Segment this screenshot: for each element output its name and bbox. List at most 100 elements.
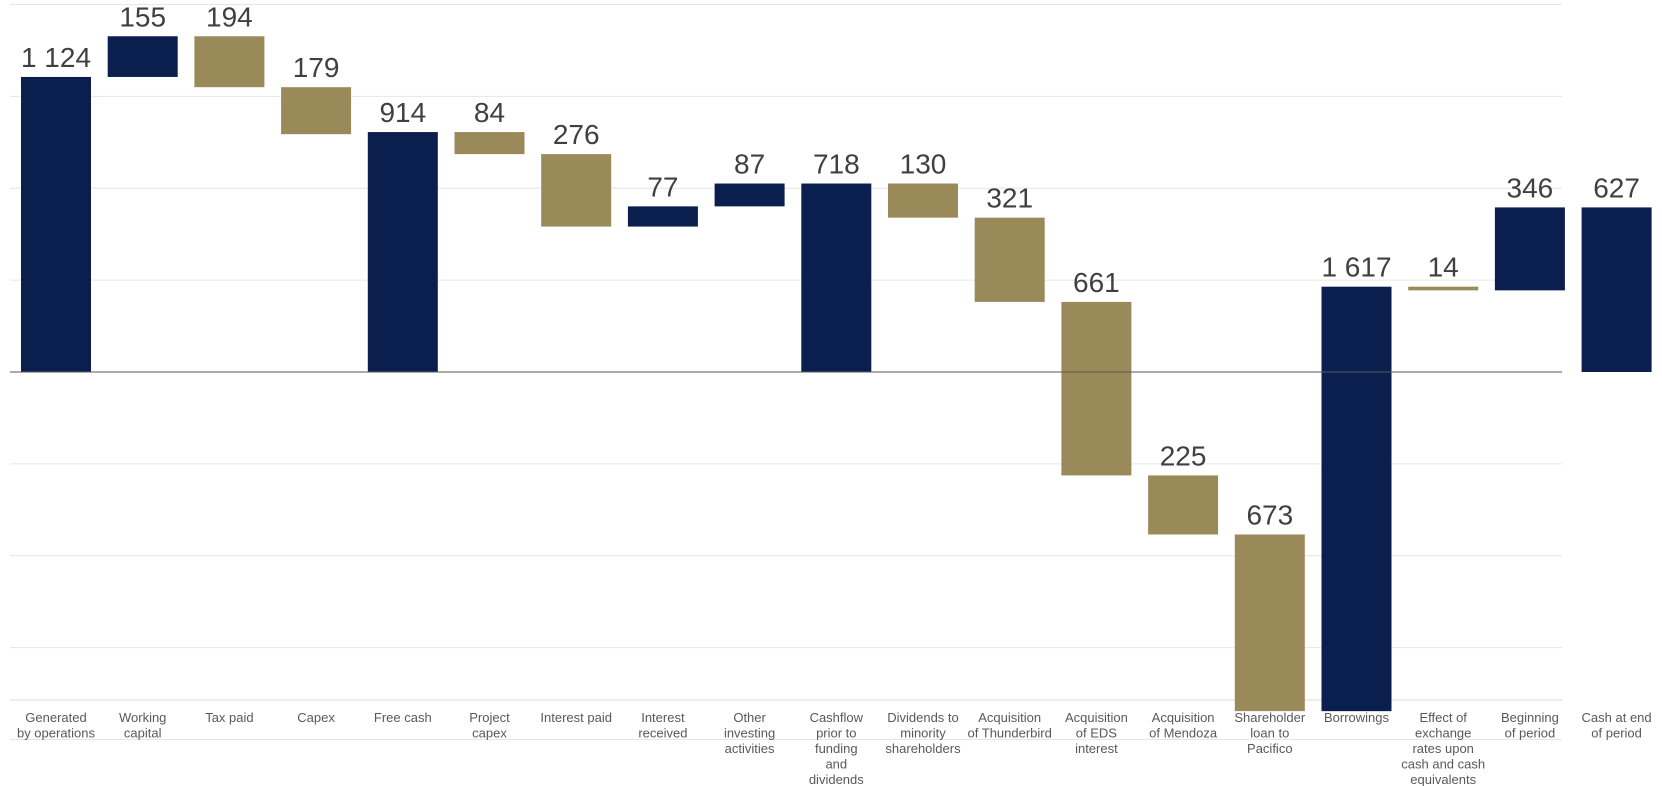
category-label-line: funding [815,741,858,756]
category-label-line: of period [1505,726,1556,741]
category-label-line: Acquisition [978,710,1041,725]
bar-18 [1581,207,1652,372]
category-label: Cash at end of period [1582,710,1652,741]
category-label: Acquisition of EDS interest [1065,710,1128,756]
bar-8 [714,183,785,207]
value-label: 194 [206,1,253,32]
bar-15 [1321,286,1392,712]
category-label-line: Generated [25,710,86,725]
category-label-line: Other [733,710,766,725]
category-label: Interest received [638,710,687,741]
category-label-line: interest [1075,741,1118,756]
bar-4 [367,132,438,372]
category-label-line: loan to [1250,726,1289,741]
category-label-line: cash and cash [1401,757,1485,772]
category-label-line: Acquisition [1065,710,1128,725]
category-label-line: Tax paid [205,710,253,725]
category-label-line: and [825,757,847,772]
value-label: 718 [813,149,860,180]
category-label: Other investing activities [724,710,775,756]
bar-10 [888,183,958,218]
value-label: 661 [1073,267,1120,298]
category-label-line: Shareholder [1234,710,1305,725]
bar-11 [974,217,1045,302]
category-label: Dividends to minority shareholders [885,710,961,756]
value-label: 225 [1160,440,1207,471]
bar-2 [194,36,265,88]
bar-16 [1408,286,1479,291]
category-label: Shareholder loan to Pacifico [1234,710,1305,756]
category-label: Interest paid [540,710,612,725]
value-label: 84 [474,97,505,128]
value-label: 276 [553,119,600,150]
bar-9 [801,183,872,372]
category-label-line: investing [724,726,775,741]
category-label-line: by operations [17,726,96,741]
category-label-line: Project [469,710,510,725]
value-labels: 1 124 155 194 179 914 84 276 77 87 718 130 321 661 22… [21,1,1640,530]
category-label-line: Effect of [1419,710,1467,725]
category-label-line: Dividends to [887,710,959,725]
category-label-line: Cashflow [810,710,864,725]
category-label: Tax paid [205,710,253,725]
bar-5 [454,132,525,155]
category-label-line: Free cash [374,710,432,725]
category-label-line: of Thunderbird [968,726,1052,741]
value-label: 1 124 [21,42,91,73]
gridlines [10,4,1562,740]
category-label-line: Cash at end [1582,710,1652,725]
category-label: Acquisition of Thunderbird [968,710,1052,741]
value-label: 1 617 [1321,252,1391,283]
category-labels: Generated by operations Working capital Tax … [17,710,1652,786]
value-label: 914 [379,97,426,128]
category-label: Effect of exchange rates upon cash and cash… [1401,710,1485,786]
category-label-line: exchange [1415,726,1471,741]
category-label-line: received [638,726,687,741]
category-label-line: Acquisition [1152,710,1215,725]
bar-14 [1234,534,1305,712]
value-label: 14 [1428,252,1459,283]
bars [21,36,1652,712]
category-label-line: capital [124,726,162,741]
value-label: 346 [1507,172,1554,203]
bar-3 [281,87,352,135]
category-label-line: equivalents [1410,772,1476,786]
category-label-line: Capex [297,710,335,725]
category-label-line: Borrowings [1324,710,1390,725]
category-label-line: capex [472,726,507,741]
category-label: Capex [297,710,335,725]
category-label: Acquisition of Mendoza [1149,710,1218,741]
category-label-line: Beginning [1501,710,1559,725]
bar-6 [541,154,612,227]
category-label: Working capital [119,710,166,741]
value-label: 627 [1593,172,1640,203]
category-label-line: minority [900,726,946,741]
bar-7 [627,206,698,227]
category-label: Project capex [469,710,510,741]
bar-1 [107,36,178,77]
category-label-line: Interest [641,710,685,725]
value-label: 673 [1246,499,1293,530]
value-label: 77 [647,171,678,202]
category-label: Borrowings [1324,710,1390,725]
category-label-line: prior to [816,726,856,741]
category-label: Generated by operations [17,710,96,741]
value-label: 155 [119,1,166,32]
category-label: Cashflow prior to funding and dividends [809,710,864,786]
category-label-line: Interest paid [540,710,612,725]
category-label-line: rates upon [1412,741,1473,756]
value-label: 321 [986,183,1033,214]
bar-17 [1494,207,1565,291]
category-label: Free cash [374,710,432,725]
category-label-line: of Mendoza [1149,726,1218,741]
category-label-line: of EDS [1076,726,1118,741]
category-label-line: Pacifico [1247,741,1293,756]
category-label-line: of period [1591,726,1642,741]
category-label: Beginning of period [1501,710,1559,741]
category-label-line: Working [119,710,166,725]
category-label-line: dividends [809,772,864,786]
value-label: 179 [293,52,340,83]
category-label-line: activities [725,741,775,756]
category-label-line: shareholders [885,741,961,756]
